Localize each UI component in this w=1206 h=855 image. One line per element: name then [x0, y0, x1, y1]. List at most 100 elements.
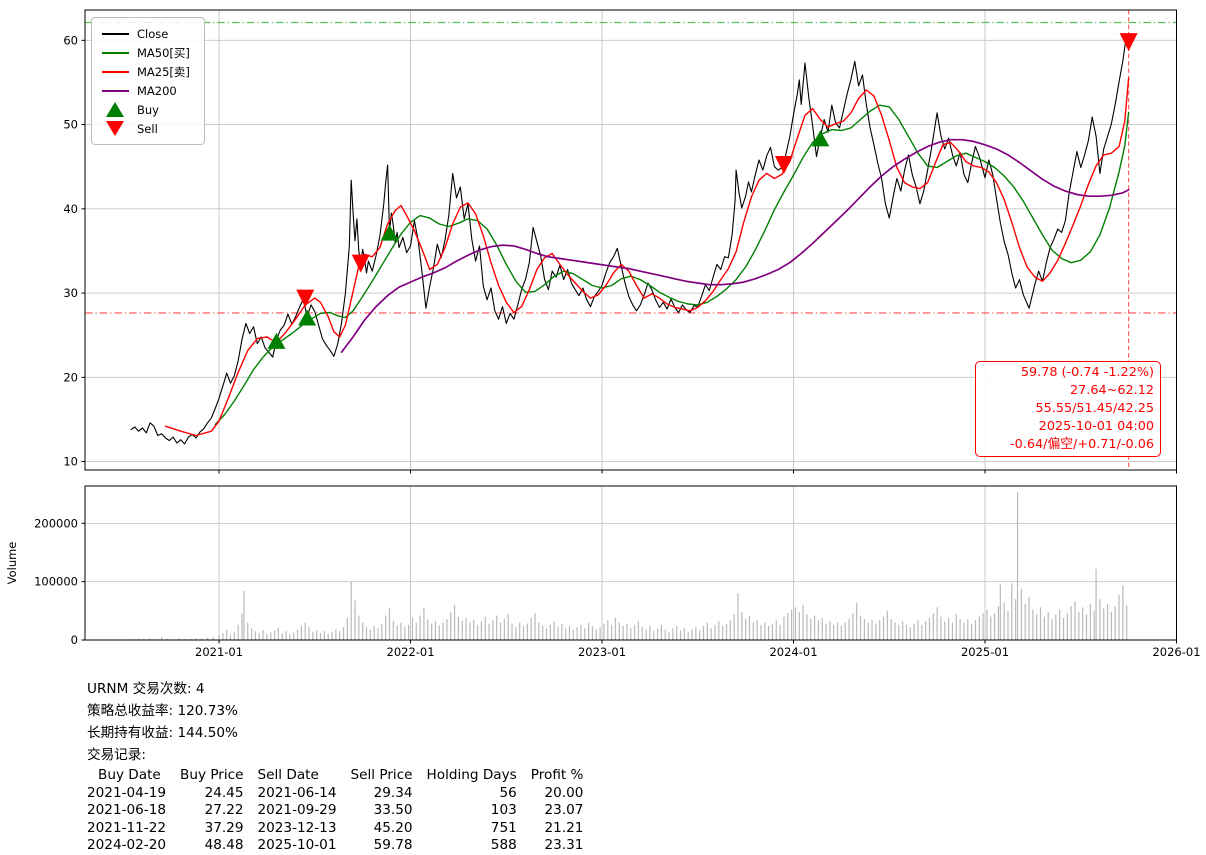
volume-bar: [1082, 607, 1084, 640]
table-cell: 59.78: [373, 837, 413, 854]
volume-bar: [787, 613, 789, 640]
volume-bar: [775, 620, 777, 640]
trade-records-table: Buy Date Buy Price Sell Date Sell Price Hold…: [87, 767, 583, 855]
volume-bar: [683, 628, 685, 640]
buy-marker: [811, 130, 830, 147]
volume-bar: [1099, 599, 1101, 640]
volume-bar: [990, 616, 992, 640]
volume-bar: [312, 631, 314, 640]
volume-bar: [507, 614, 509, 640]
volume-bar: [928, 617, 931, 640]
volume-bar: [748, 615, 751, 640]
volume-bar: [810, 619, 812, 640]
volume-bar: [419, 615, 421, 640]
volume-bar: [354, 600, 356, 640]
volume-bar: [289, 634, 291, 640]
close-line-swatch: [100, 32, 130, 35]
volume-bar: [656, 628, 659, 640]
ma25-swatch-shape: [101, 70, 129, 73]
volume-bar: [679, 630, 682, 640]
volume-bar: [327, 633, 329, 640]
volume-bar: [999, 584, 1001, 640]
x-tick-label: 2022-01: [387, 645, 435, 659]
buy-marker: [267, 332, 286, 349]
volume-bar: [848, 619, 850, 640]
volume-bar: [362, 622, 364, 640]
volume-bar: [484, 616, 486, 640]
volume-bar: [331, 631, 333, 640]
x-tick-label: 2023-01: [578, 645, 626, 659]
volume-bar: [760, 624, 762, 640]
volume-bar: [319, 633, 322, 640]
volume-bar: [461, 620, 463, 640]
volume-bar: [1036, 614, 1038, 640]
volume-bar: [779, 624, 781, 640]
volume-bar: [1059, 609, 1061, 640]
column-header: Buy Date: [98, 767, 161, 783]
volume-bar: [561, 623, 563, 640]
volume-bar: [695, 627, 697, 640]
volume-bar: [1043, 616, 1045, 640]
volume-bar: [1070, 606, 1072, 640]
volume-bar: [905, 624, 908, 640]
volume-bar: [241, 613, 243, 640]
volume-bar: [1078, 612, 1080, 640]
volume-bar: [488, 623, 490, 640]
volume-bar: [940, 616, 942, 640]
volume-bar: [806, 614, 808, 640]
volume-bar: [411, 617, 414, 640]
table-cell: 2024-02-20: [87, 837, 167, 854]
volume-bar: [687, 631, 689, 640]
volume-bar: [921, 624, 923, 640]
volume-bar: [496, 615, 498, 640]
volume-bar: [722, 626, 724, 640]
volume-bar: [212, 636, 214, 640]
column-header: Profit %: [530, 767, 584, 783]
sell-swatch-shape: [106, 121, 124, 136]
volume-bar: [1122, 585, 1124, 640]
volume-bar: [702, 626, 705, 640]
legend-item-close: Close: [100, 24, 196, 43]
table-cell: 2023-12-13: [257, 819, 337, 836]
y-tick-label: 20: [63, 370, 78, 384]
volume-bar: [1039, 607, 1042, 640]
volume-bar: [222, 633, 224, 640]
annotation-line-1: 59.78 (-0.74 -1.22%): [1020, 365, 1154, 380]
volume-bar: [633, 624, 636, 640]
volume-bar: [859, 615, 862, 640]
volume-bar: [595, 629, 597, 640]
volume-bar: [469, 622, 471, 640]
volume-bar: [641, 627, 643, 640]
volume-bar: [308, 627, 310, 640]
volume-bar: [948, 617, 950, 640]
volume-bar: [450, 612, 452, 640]
volume-bar: [718, 621, 720, 640]
x-tick-label: 2025-01: [961, 645, 1009, 659]
volume-bar: [974, 620, 977, 640]
volume-bar: [951, 622, 954, 640]
volume-bar: [710, 628, 712, 640]
volume-bar: [725, 623, 728, 640]
ma200-line: [340, 138, 1130, 353]
volume-bar: [392, 620, 394, 640]
volume-bar: [434, 620, 437, 640]
volume-bar: [542, 626, 544, 640]
close-swatch-shape: [101, 32, 129, 35]
volume-bar: [229, 634, 232, 640]
volume-axis-label: Volume: [5, 542, 19, 585]
volume-bar: [879, 620, 881, 640]
volume-bar: [863, 619, 865, 640]
volume-bar: [1114, 606, 1116, 640]
table-cell: 29.34: [373, 784, 413, 801]
volume-bar: [262, 630, 264, 640]
volume-bar: [630, 628, 632, 640]
table-row: 2021-04-19 24.45 2021-06-14 29.34 56 20.00: [87, 785, 583, 803]
buy-marker: [298, 309, 317, 326]
volume-bar: [178, 638, 180, 640]
volume-bar: [944, 621, 946, 640]
volume-bar: [195, 638, 197, 640]
legend-label: MA200: [137, 83, 177, 98]
stat-records-title: 交易记录:: [87, 747, 146, 763]
volume-bar: [844, 622, 846, 640]
volume-bar: [277, 627, 280, 640]
